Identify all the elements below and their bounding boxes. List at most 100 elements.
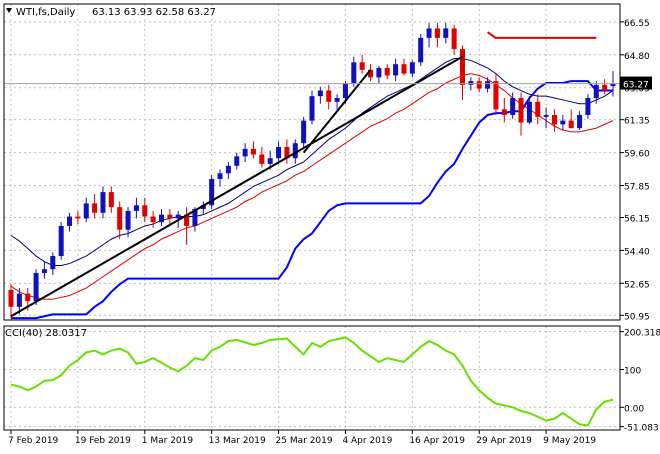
candle-body	[518, 98, 524, 123]
time-tick-label: 4 Apr 2019	[342, 436, 392, 446]
cci-layer	[10, 336, 614, 427]
time-tick-label: 16 Apr 2019	[409, 436, 465, 446]
candle-body	[267, 158, 273, 164]
price-tick-label: 63.05	[624, 85, 650, 95]
candle-body	[158, 214, 165, 223]
candle-body	[150, 216, 156, 223]
candle-body	[142, 205, 148, 217]
candle-body	[75, 216, 81, 219]
candle-body	[41, 269, 47, 273]
candle-body	[593, 84, 599, 99]
candle-body	[58, 225, 64, 257]
candle-body	[92, 203, 98, 213]
price-tick-label: 66.55	[624, 19, 650, 29]
candle-body	[585, 98, 591, 115]
time-tick-label: 9 May 2019	[543, 436, 596, 446]
candle-body	[510, 98, 516, 115]
time-tick-label: 19 Feb 2019	[75, 436, 131, 446]
time-tick-label: 13 Mar 2019	[209, 436, 266, 446]
price-tick-label: 50.95	[624, 312, 650, 322]
candle-body	[409, 62, 415, 74]
candle-body	[342, 83, 348, 99]
candle-body	[459, 49, 466, 85]
candle-body	[560, 120, 566, 125]
cci-line	[10, 336, 614, 427]
candle-body	[309, 96, 315, 121]
candle-body	[393, 64, 399, 76]
resistance-level-line	[487, 31, 597, 39]
candle-body	[301, 120, 307, 144]
chart-title: WTI,fs,Daily	[16, 7, 75, 18]
collapse-triangle-icon[interactable]	[6, 8, 12, 13]
candle-body	[100, 192, 106, 213]
candle-body	[443, 28, 449, 38]
time-tick-label: 7 Feb 2019	[8, 436, 59, 446]
price-tick-label: 59.60	[624, 150, 650, 160]
candle-body	[259, 154, 265, 164]
time-tick-label: 1 Mar 2019	[142, 436, 194, 446]
candle-body	[133, 205, 139, 211]
candle-body	[184, 214, 190, 226]
candle-body	[16, 293, 22, 307]
candle-body	[225, 165, 231, 174]
candle-body	[501, 109, 507, 115]
candle-body	[108, 192, 114, 208]
candle-body	[401, 64, 407, 74]
candle-body	[468, 81, 474, 85]
candle-body	[551, 114, 557, 125]
candle-body	[384, 67, 390, 76]
axis-layer: 66.55 64.80 63.05 61.35 59.60 57.85 56.15 54.40…	[3, 3, 660, 446]
candle-body	[284, 146, 290, 159]
candle-body	[50, 256, 56, 270]
candle-body	[351, 62, 357, 83]
candle-body	[368, 69, 374, 78]
grid-layer	[4, 4, 620, 430]
cci-tick-label: 100	[624, 366, 641, 376]
cci-panel-frame	[3, 325, 621, 431]
candle-body	[200, 205, 206, 210]
candle-body	[317, 90, 323, 97]
candle-body	[577, 114, 583, 129]
candle-body	[234, 156, 240, 166]
price-tick-label: 56.15	[624, 214, 650, 224]
candle-body	[418, 37, 424, 63]
candle-body	[568, 120, 574, 129]
time-tick-label: 29 Apr 2019	[476, 436, 532, 446]
candle-body	[359, 62, 365, 70]
cci-tick-label: -51.083	[624, 424, 659, 434]
candle-body	[209, 178, 215, 206]
candle-body	[25, 293, 31, 302]
cci-label: CCI(40) 28.0317	[5, 328, 87, 339]
candle-body	[476, 81, 482, 89]
price-tick-label: 52.65	[624, 280, 650, 290]
candle-body	[292, 143, 298, 159]
candle-body	[217, 173, 223, 179]
candle-body	[526, 101, 532, 123]
trend-line	[10, 55, 463, 318]
candle-body	[167, 214, 173, 219]
candle-body	[175, 214, 181, 219]
time-tick-label: 25 Mar 2019	[276, 436, 333, 446]
ohlc-readout: 63.13 63.93 62.58 63.27	[92, 7, 216, 18]
candle-body	[434, 28, 440, 38]
candle-body	[250, 148, 256, 155]
candle-body	[326, 90, 332, 102]
price-badge-label: 63.27	[623, 81, 649, 91]
candle-body	[276, 146, 282, 159]
candle-body	[493, 81, 499, 110]
candle-body	[602, 84, 608, 91]
candle-body	[376, 67, 382, 78]
candle-body	[125, 210, 131, 230]
candle-body	[242, 148, 248, 157]
candle-body	[485, 81, 491, 89]
cci-tick-label: 200.3185	[624, 329, 660, 339]
price-tick-label: 54.40	[624, 247, 650, 257]
candle-body	[117, 207, 123, 230]
candle-body	[334, 98, 340, 102]
candle-body	[426, 28, 432, 38]
cci-tick-label: 0.00	[624, 404, 644, 414]
candle-body	[610, 83, 616, 87]
